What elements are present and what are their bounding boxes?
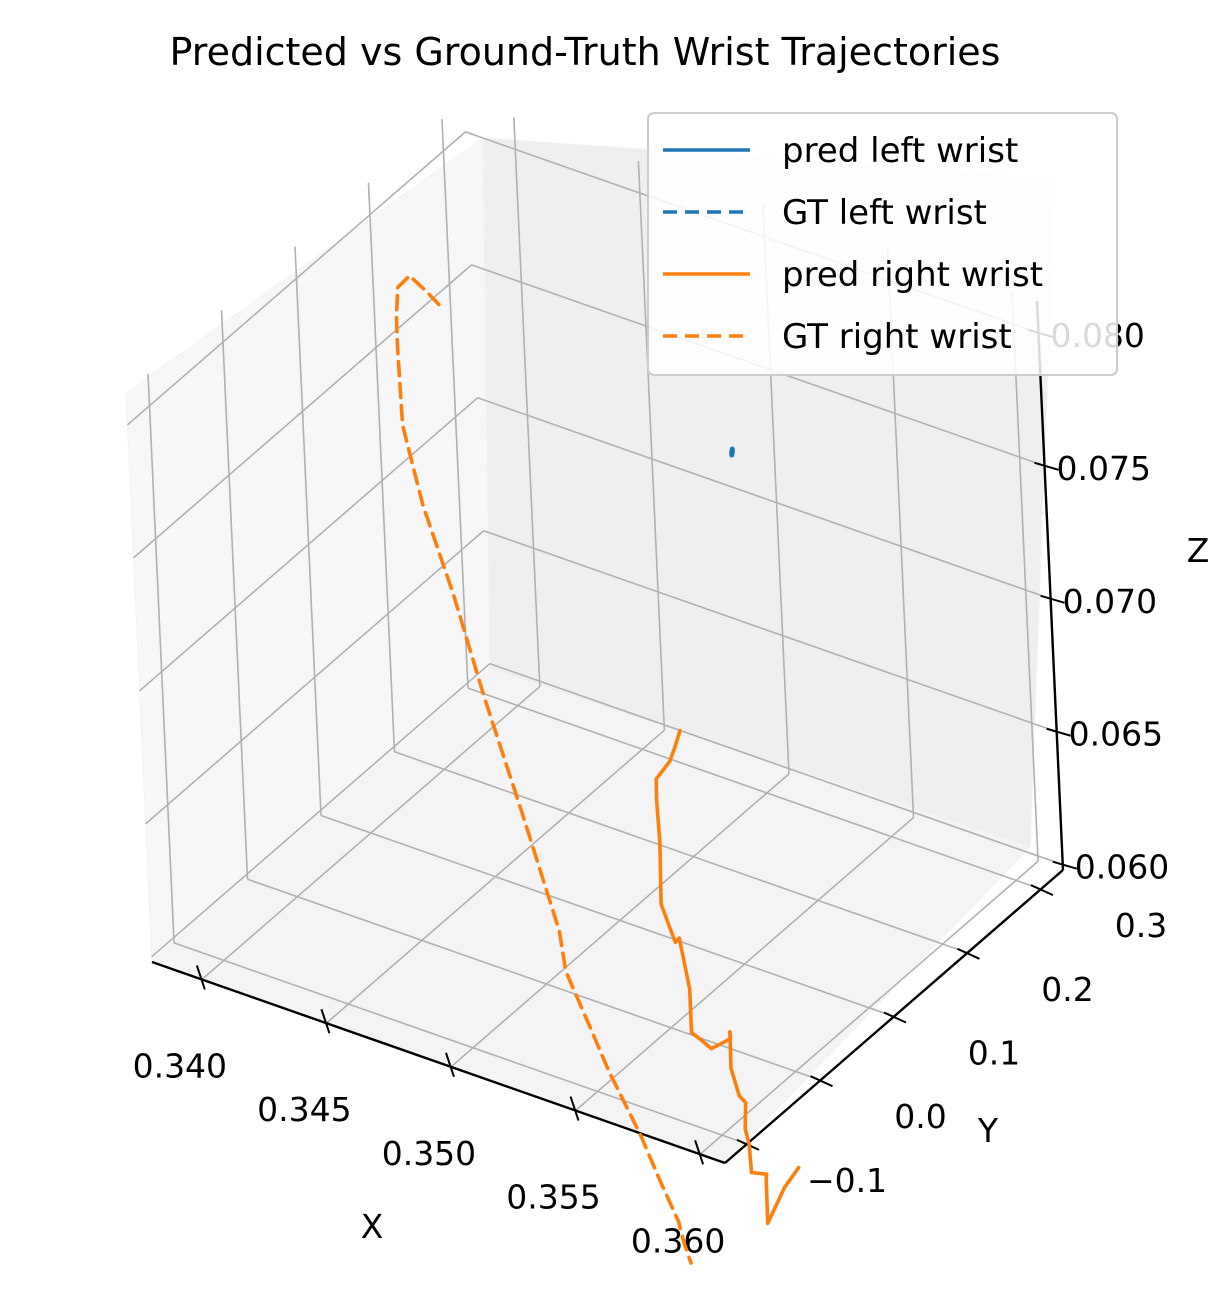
z-gridline-left xyxy=(151,663,491,958)
x-axis-label: X xyxy=(361,1207,384,1246)
x-gridline-back xyxy=(513,117,541,687)
z-tick xyxy=(1046,727,1071,737)
y-gridline-left xyxy=(367,182,396,752)
z-tick-label: 0.065 xyxy=(1069,715,1163,754)
y-axis-label: Y xyxy=(977,1111,999,1150)
y-tick-label: 0.2 xyxy=(1041,970,1093,1009)
y-gridline-floor xyxy=(173,942,748,1145)
y-gridline-floor xyxy=(467,687,1042,890)
y-tick xyxy=(810,1075,833,1088)
legend-label: pred left wrist xyxy=(782,131,1018,171)
x-tick xyxy=(195,965,206,990)
series-line-1 xyxy=(729,449,735,455)
x-tick-label: 0.340 xyxy=(133,1046,227,1085)
y-gridline-left xyxy=(441,119,469,689)
x-tick-label: 0.350 xyxy=(382,1134,476,1173)
z-axis-label: Z xyxy=(1187,531,1210,570)
z-tick xyxy=(1040,594,1065,604)
chart-title: Predicted vs Ground-Truth Wrist Trajecto… xyxy=(170,30,1001,74)
y-gridline-left xyxy=(220,310,249,880)
series xyxy=(394,273,801,1265)
grid xyxy=(126,117,1064,1155)
x-tick-label: 0.360 xyxy=(631,1221,725,1260)
legend-label: GT right wrist xyxy=(782,317,1012,357)
y-gridline-left xyxy=(294,246,322,816)
y-gridline-floor xyxy=(247,878,821,1081)
z-gridline-left xyxy=(145,530,485,825)
z-tick-label: 0.075 xyxy=(1057,449,1151,488)
y-tick xyxy=(883,1011,907,1024)
z-gridline-back xyxy=(489,662,1064,866)
x-axis-line xyxy=(151,960,726,1165)
series-line-2 xyxy=(654,728,801,1226)
z-gridline-left xyxy=(133,264,473,559)
x-tick xyxy=(445,1052,455,1078)
y-tick-label: 0.1 xyxy=(968,1034,1020,1073)
legend: pred left wrist GT left wrist pred right w… xyxy=(647,112,1118,376)
y-tick-label: −0.1 xyxy=(807,1161,887,1200)
z-tick-label: 0.070 xyxy=(1063,582,1157,621)
z-gridline-left xyxy=(126,131,466,426)
legend-label: pred right wrist xyxy=(782,255,1043,295)
legend-box xyxy=(647,112,1118,376)
z-tick xyxy=(1034,461,1059,471)
z-axis-line xyxy=(1035,300,1065,871)
series-line-3 xyxy=(394,273,693,1265)
x-tick xyxy=(569,1096,580,1121)
x-tick-label: 0.355 xyxy=(506,1178,600,1217)
z-gridline-back xyxy=(477,397,1051,600)
y-tick xyxy=(957,947,980,960)
legend-label: GT left wrist xyxy=(782,193,987,233)
z-tick xyxy=(1052,860,1078,870)
x-tick xyxy=(320,1008,331,1034)
z-tick-label: 0.060 xyxy=(1075,848,1169,887)
y-tick-label: 0.0 xyxy=(894,1097,946,1136)
y-tick-label: 0.3 xyxy=(1115,906,1167,945)
y-gridline-floor xyxy=(320,814,895,1018)
x-tick xyxy=(694,1139,705,1165)
x-tick-label: 0.345 xyxy=(257,1090,351,1129)
y-gridline-left xyxy=(147,373,175,943)
z-gridline-back xyxy=(483,529,1057,733)
y-gridline-floor xyxy=(394,751,968,954)
x-gridline-back xyxy=(1011,292,1039,862)
ticks: 0.340 0.345 0.350 0.355 0.360 −0.10.0 0.1 0.2 0.… xyxy=(133,316,1170,1260)
y-tick xyxy=(1030,884,1054,897)
x-gridline-back xyxy=(637,161,666,731)
z-gridline-left xyxy=(139,397,479,692)
